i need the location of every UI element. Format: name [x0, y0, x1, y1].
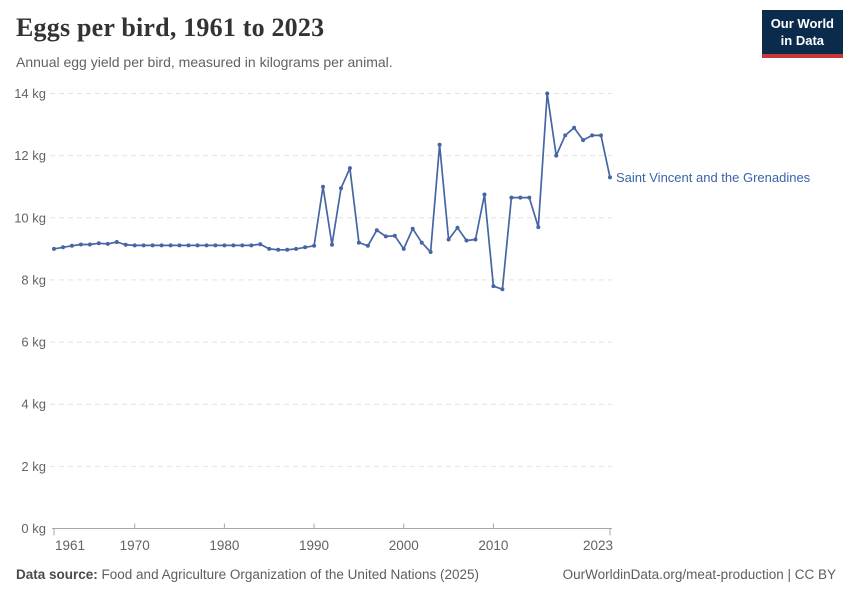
data-point-marker — [321, 184, 325, 189]
owid-logo[interactable]: Our World in Data — [761, 10, 843, 59]
credit-link[interactable]: OurWorldinData.org/meat-production | CC … — [562, 567, 836, 582]
x-tick-label: 1980 — [209, 538, 239, 553]
page-title: Eggs per bird, 1961 to 2023 — [16, 13, 325, 42]
data-point-marker — [374, 228, 379, 233]
y-tick-label: 2 kg — [21, 459, 46, 474]
data-point-marker — [581, 138, 586, 143]
data-point-marker — [61, 245, 65, 250]
data-point-marker — [141, 243, 146, 248]
data-point-marker — [518, 195, 523, 200]
data-point-marker — [473, 237, 478, 242]
data-point-marker — [554, 153, 559, 158]
data-point-marker — [383, 234, 388, 239]
data-source-text: Food and Agriculture Organization of the… — [97, 567, 480, 582]
data-point-marker — [365, 243, 370, 248]
data-point-marker — [132, 243, 137, 248]
data-point-marker — [150, 243, 155, 248]
entity-label-group: Saint Vincent and the Grenadines — [616, 170, 811, 185]
data-point-marker — [186, 243, 191, 248]
data-point-marker — [419, 240, 424, 245]
data-point-marker — [114, 240, 119, 244]
y-axis-labels: 0 kg 2 kg 4 kg 6 kg 8 kg 10 kg 12 kg 14 kg — [14, 86, 46, 536]
data-point-marker — [52, 246, 56, 251]
data-point-marker — [527, 195, 532, 200]
data-source-label: Data source: — [16, 567, 98, 582]
x-axis: 1961 1970 1980 1990 2000 2010 2023 — [52, 523, 613, 553]
data-point-marker — [123, 242, 128, 247]
owid-logo-line1: Our World — [770, 16, 834, 31]
data-point-marker — [276, 247, 281, 252]
data-point-marker — [204, 243, 209, 248]
owid-logo-line2: in Data — [780, 32, 825, 48]
data-point-marker — [69, 243, 74, 248]
x-tick-label: 2010 — [478, 538, 508, 553]
data-point-marker — [330, 242, 334, 247]
chart-subtitle: Annual egg yield per bird, measured in k… — [16, 54, 393, 70]
data-point-marker — [249, 243, 254, 248]
data-point-marker — [500, 287, 505, 292]
series-line — [53, 92, 611, 291]
data-point-marker — [572, 125, 577, 130]
y-tick-label: 6 kg — [21, 335, 46, 350]
x-tick-label: 1961 — [55, 538, 85, 553]
data-point-marker — [491, 284, 496, 289]
data-point-marker — [159, 243, 164, 248]
data-point-marker — [590, 133, 595, 138]
data-point-marker — [177, 243, 182, 248]
data-point-marker — [78, 242, 83, 247]
data-point-marker — [347, 166, 352, 171]
data-point-marker — [303, 245, 308, 250]
data-point-marker — [608, 175, 612, 180]
data-point-marker — [446, 237, 451, 242]
x-tick-label: 1990 — [299, 538, 329, 553]
x-tick-label: 2000 — [389, 538, 419, 553]
data-point-marker — [455, 225, 460, 230]
y-tick-label: 4 kg — [21, 397, 46, 412]
data-point-marker — [482, 192, 487, 197]
data-point-marker — [392, 233, 397, 238]
y-grid — [50, 93, 612, 467]
data-source: Data source: Food and Agriculture Organi… — [16, 567, 479, 582]
data-point-marker — [285, 247, 290, 252]
data-point-marker — [231, 243, 236, 248]
data-point-marker — [509, 195, 514, 200]
data-point-marker — [545, 91, 550, 96]
data-point-marker — [536, 225, 541, 230]
data-point-marker — [258, 242, 263, 247]
data-point-marker — [168, 243, 173, 248]
data-point-marker — [312, 243, 317, 248]
data-point-marker — [294, 246, 299, 251]
y-tick-label: 10 kg — [14, 210, 46, 225]
data-point-marker — [339, 186, 343, 191]
data-point-marker — [96, 241, 101, 246]
data-point-marker — [356, 240, 361, 245]
data-point-marker — [267, 246, 272, 251]
entity-label: Saint Vincent and the Grenadines — [616, 170, 811, 185]
line-chart: 0 kg 2 kg 4 kg 6 kg 8 kg 10 kg 12 kg 14 kg 1961… — [14, 86, 811, 553]
data-point-marker — [464, 238, 469, 243]
data-point-marker — [599, 133, 603, 138]
data-point-marker — [213, 243, 218, 248]
y-tick-label: 8 kg — [21, 272, 46, 287]
x-tick-label: 1970 — [120, 538, 150, 553]
data-point-marker — [240, 243, 245, 248]
data-point-marker — [437, 142, 442, 147]
x-tick-label: 2023 — [583, 538, 613, 553]
data-point-marker — [563, 133, 568, 138]
data-point-marker — [401, 246, 406, 251]
y-tick-label: 0 kg — [21, 521, 46, 536]
data-point-marker — [428, 250, 433, 254]
y-tick-label: 12 kg — [14, 148, 46, 163]
data-series — [52, 91, 612, 292]
data-point-marker — [410, 226, 415, 231]
data-point-marker — [87, 242, 92, 247]
data-point-marker — [105, 241, 110, 246]
footer: Data source: Food and Agriculture Organi… — [16, 567, 836, 582]
data-point-marker — [222, 243, 227, 248]
y-tick-label: 14 kg — [14, 86, 46, 101]
data-point-marker — [195, 243, 200, 248]
